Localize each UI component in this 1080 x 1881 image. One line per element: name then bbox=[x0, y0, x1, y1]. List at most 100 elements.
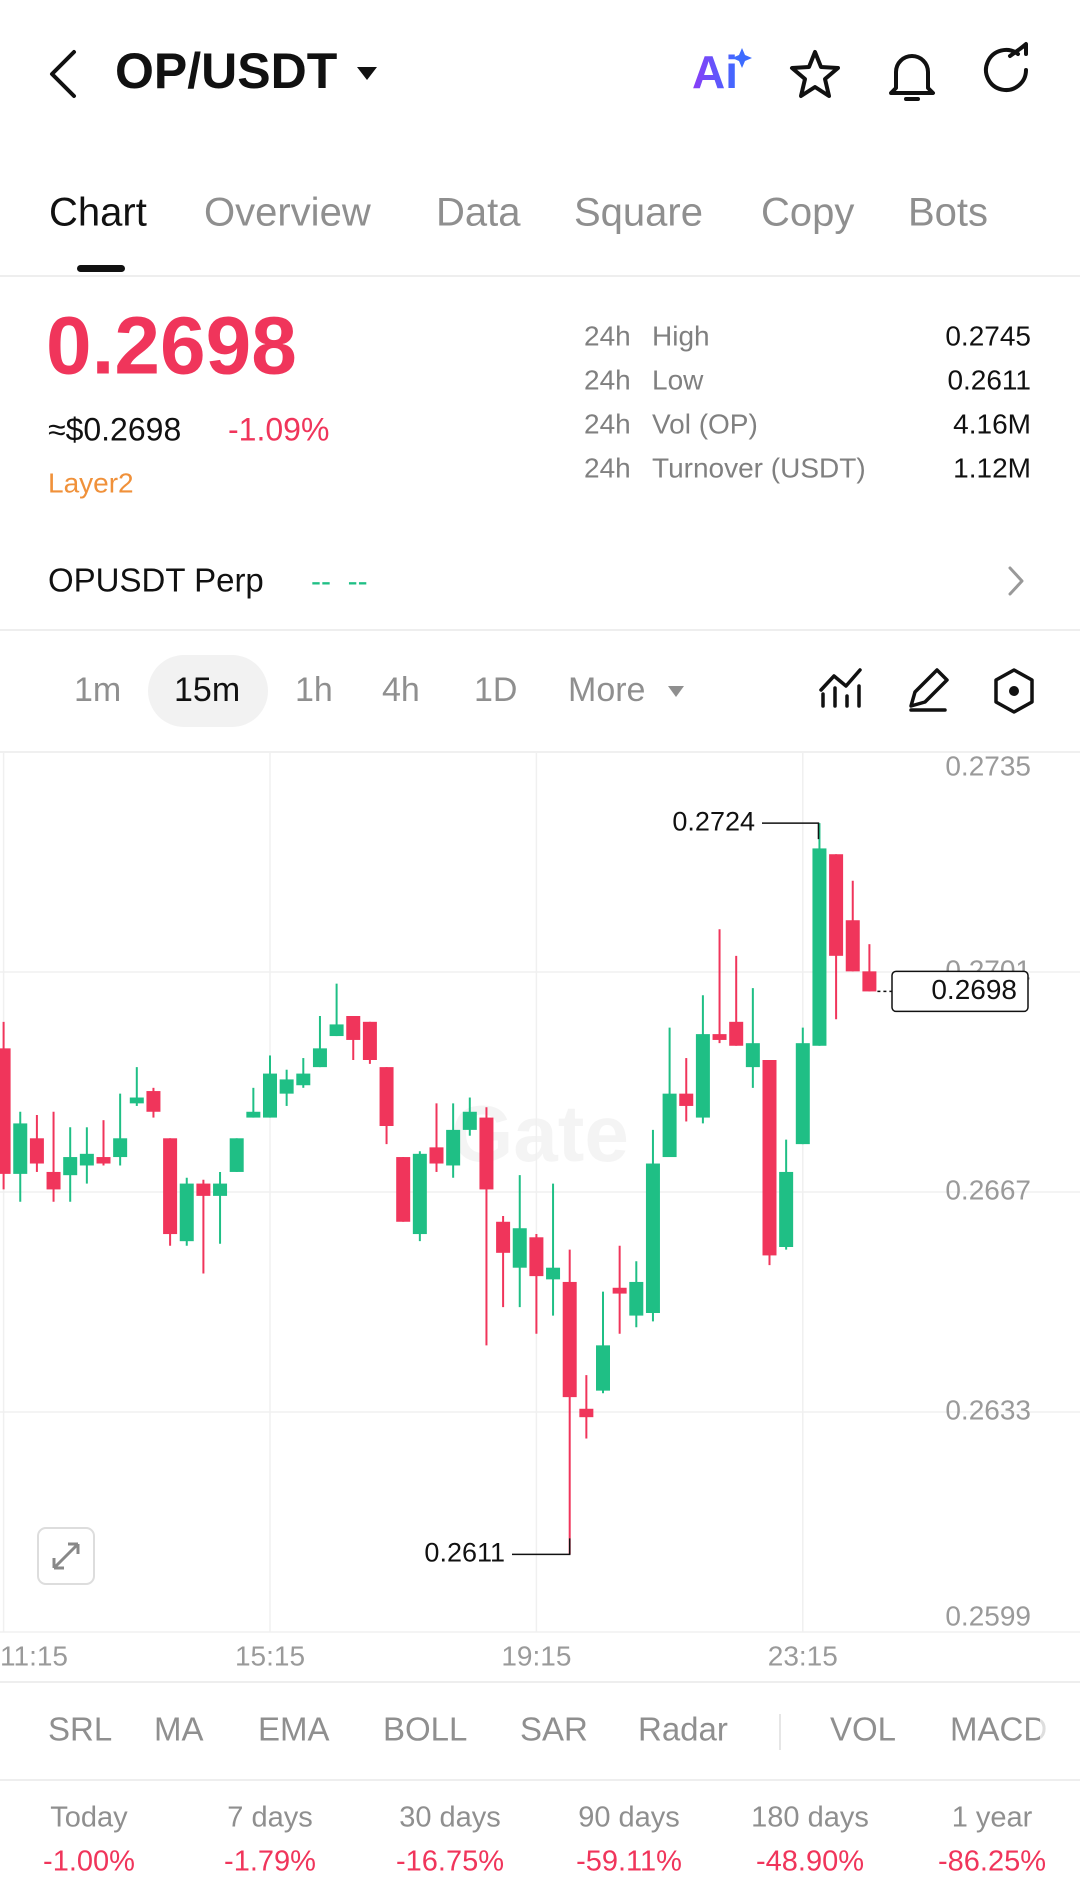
perf-change: -1.79% bbox=[224, 1846, 316, 1878]
candle-body bbox=[312, 1048, 327, 1068]
perf-change: -16.75% bbox=[396, 1846, 504, 1878]
indicator-button[interactable] bbox=[819, 668, 862, 708]
candle-body bbox=[362, 1021, 377, 1060]
indicator-tab[interactable]: SRL bbox=[48, 1711, 112, 1748]
tab[interactable]: Bots bbox=[908, 191, 988, 235]
indicator-tab[interactable]: VOL bbox=[830, 1711, 896, 1748]
perf-change: -48.90% bbox=[756, 1846, 864, 1878]
candle-body bbox=[629, 1281, 644, 1316]
settings-button[interactable] bbox=[994, 668, 1034, 714]
x-tick-label: 11:15 bbox=[0, 1640, 68, 1671]
interval[interactable]: More bbox=[568, 671, 645, 709]
ai-button[interactable]: Ai bbox=[692, 46, 738, 98]
candle-body bbox=[562, 1281, 577, 1398]
price-change: -1.09% bbox=[228, 411, 329, 447]
high-marker bbox=[762, 822, 820, 840]
high-label: 0.2724 bbox=[672, 806, 755, 836]
stat-value: 1.12M bbox=[953, 452, 1031, 483]
candle-body bbox=[396, 1157, 411, 1222]
favorite-button[interactable] bbox=[790, 50, 840, 98]
tab[interactable]: Chart bbox=[49, 191, 147, 235]
interval-selected-bg bbox=[148, 655, 268, 727]
more-dropdown[interactable] bbox=[668, 686, 684, 697]
tab[interactable]: Data bbox=[436, 191, 521, 235]
chart: Gate 11:15 15:15 19:15 23:15 0.2599 0.2633 0.26… bbox=[0, 750, 1080, 1671]
candle-body bbox=[346, 1016, 361, 1040]
pair-dropdown[interactable] bbox=[357, 67, 377, 80]
candle-body bbox=[163, 1138, 178, 1235]
indicator-tab[interactable]: MA bbox=[154, 1711, 204, 1748]
interval[interactable]: 1h bbox=[295, 671, 333, 709]
stat-value: 0.2745 bbox=[945, 320, 1031, 351]
stat-label: Low bbox=[652, 364, 704, 395]
y-tick-label: 0.2735 bbox=[945, 750, 1031, 781]
tab[interactable]: Overview bbox=[204, 191, 371, 235]
candle-body bbox=[179, 1183, 194, 1242]
perf-period: 90 days bbox=[578, 1802, 680, 1834]
perf-change: -59.11% bbox=[576, 1846, 682, 1878]
candle-body bbox=[662, 1093, 677, 1158]
draw-button[interactable] bbox=[909, 668, 949, 712]
candle-body bbox=[845, 920, 860, 972]
stat-value: 0.2611 bbox=[947, 364, 1031, 395]
candle-body bbox=[63, 1157, 78, 1176]
performance: Today -1.00% 7 days -1.79% 30 days -16.75% 90 … bbox=[43, 1802, 1046, 1878]
candle-body bbox=[645, 1163, 660, 1313]
candle-body bbox=[546, 1267, 561, 1280]
candle-body bbox=[279, 1079, 294, 1094]
indicator-tab[interactable]: SAR bbox=[520, 1711, 588, 1748]
interval[interactable]: 1D bbox=[474, 671, 517, 709]
candle-body bbox=[146, 1091, 161, 1112]
candle-body bbox=[13, 1123, 28, 1174]
pair-title[interactable]: OP/USDT bbox=[115, 43, 337, 99]
y-tick-label: 0.2633 bbox=[945, 1394, 1031, 1425]
perp-name[interactable]: OPUSDT Perp bbox=[48, 562, 264, 599]
perf-period: 180 days bbox=[751, 1802, 869, 1834]
sector-tag[interactable]: Layer2 bbox=[48, 467, 134, 498]
stat-label: High bbox=[652, 320, 710, 351]
candle-body bbox=[46, 1171, 61, 1190]
candle-body bbox=[412, 1153, 427, 1235]
watermark: Gate bbox=[451, 1089, 629, 1178]
low-label: 0.2611 bbox=[424, 1537, 505, 1567]
indicator-tab[interactable]: EMA bbox=[258, 1711, 330, 1748]
perf-period: 30 days bbox=[399, 1802, 501, 1834]
candle-body bbox=[446, 1129, 461, 1166]
candle-body bbox=[612, 1287, 627, 1294]
indicator-tab[interactable]: Radar bbox=[638, 1711, 728, 1748]
indicator-tab[interactable]: MACD bbox=[950, 1711, 1047, 1748]
share-button[interactable] bbox=[984, 42, 1028, 92]
perf-period: Today bbox=[50, 1802, 128, 1834]
tab[interactable]: Copy bbox=[761, 191, 854, 235]
back-button[interactable] bbox=[50, 50, 76, 98]
candle-body bbox=[29, 1138, 44, 1164]
candle-body bbox=[213, 1183, 228, 1196]
interval[interactable]: 15m bbox=[174, 671, 240, 709]
fullscreen-icon bbox=[52, 1542, 80, 1570]
candle-body bbox=[329, 1024, 344, 1037]
x-tick-label: 23:15 bbox=[768, 1640, 838, 1671]
indicator-tab[interactable]: BOLL bbox=[383, 1711, 467, 1748]
perp-status: -- -- bbox=[311, 565, 368, 598]
perp-chevron[interactable] bbox=[1008, 566, 1024, 596]
candle-body bbox=[196, 1183, 211, 1196]
stat-period: 24h bbox=[584, 320, 631, 351]
candle-body bbox=[862, 971, 877, 992]
candle-body bbox=[263, 1073, 277, 1118]
interval[interactable]: 1m bbox=[74, 671, 121, 709]
alert-button[interactable] bbox=[889, 54, 935, 101]
last-price-label: 0.2698 bbox=[931, 974, 1017, 1005]
candle-body bbox=[496, 1221, 511, 1253]
candle-body bbox=[829, 854, 844, 956]
interval[interactable]: 4h bbox=[382, 671, 420, 709]
stat-period: 24h bbox=[584, 364, 631, 395]
tab-indicator bbox=[77, 265, 125, 272]
usd-price: ≈$0.2698 bbox=[48, 411, 181, 447]
candle-body bbox=[795, 1043, 810, 1145]
tab[interactable]: Square bbox=[574, 191, 703, 235]
perf-period: 7 days bbox=[227, 1802, 312, 1834]
stat-label: Turnover (USDT) bbox=[652, 452, 866, 483]
candle-body bbox=[762, 1060, 777, 1256]
